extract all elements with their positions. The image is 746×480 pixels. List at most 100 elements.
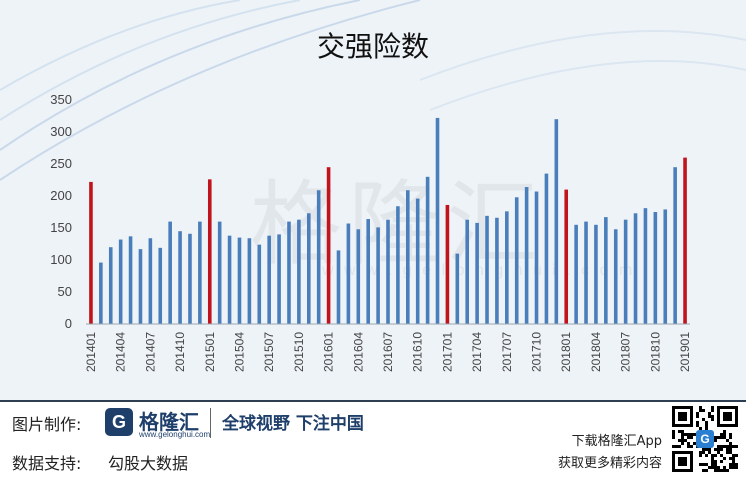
bar-201801 — [564, 189, 569, 324]
bar-201610 — [415, 198, 420, 324]
x-tick-label: 201601 — [322, 332, 336, 372]
x-tick-label: 201801 — [559, 332, 573, 372]
bar-201605 — [366, 219, 370, 324]
data-support-label: 数据支持: — [12, 454, 82, 473]
background-decoration — [0, 0, 746, 181]
download-app-text: 下载格隆汇App — [571, 434, 662, 449]
y-tick-label: 150 — [50, 220, 72, 235]
bar-201606 — [376, 227, 380, 324]
logo-letter: G — [112, 412, 127, 432]
bar-201601 — [326, 167, 331, 324]
data-support-value: 勾股大数据 — [108, 454, 189, 473]
bar-201505 — [247, 238, 252, 324]
bar-201401 — [89, 181, 93, 324]
x-tick-label: 201407 — [143, 332, 157, 372]
footer-divider — [0, 400, 746, 402]
bar-201810 — [653, 212, 658, 324]
bar-201512 — [316, 190, 321, 324]
bar-201707 — [505, 211, 509, 324]
x-tick-label: 201507 — [262, 332, 276, 372]
bar-201607 — [386, 219, 390, 324]
more-content-text: 获取更多精彩内容 — [557, 456, 662, 471]
bar-series — [89, 117, 687, 324]
y-axis: 0 50 100 150 200 250 300 350 — [50, 92, 72, 331]
bar-201811 — [663, 209, 668, 324]
y-tick-label: 250 — [50, 156, 72, 171]
x-tick-label: 201810 — [648, 332, 662, 372]
brand-logo-icon: G — [105, 408, 133, 436]
chart-title: 交强险数 — [317, 30, 429, 63]
bar-201403 — [108, 247, 113, 324]
brand-url: www.gelonghui.com — [139, 430, 211, 439]
bar-201510 — [297, 219, 301, 324]
bar-201511 — [306, 213, 311, 324]
y-tick-label: 0 — [65, 316, 72, 331]
bar-201702 — [455, 253, 460, 324]
bar-201602 — [336, 250, 341, 324]
bar-201410 — [178, 231, 182, 324]
bar-201406 — [138, 249, 143, 324]
y-tick-label: 200 — [50, 188, 72, 203]
x-tick-label: 201510 — [292, 332, 306, 372]
bar-201508 — [277, 234, 281, 324]
x-tick-label: 201804 — [589, 332, 603, 372]
bar-201812 — [673, 167, 677, 324]
x-tick-label: 201701 — [440, 332, 454, 372]
bar-201409 — [168, 221, 172, 324]
bar-201402 — [99, 262, 103, 324]
bar-201704 — [475, 222, 479, 324]
slogan: 全球视野 下注中国 — [222, 414, 364, 434]
bar-201604 — [356, 229, 361, 324]
bar-201609 — [406, 190, 410, 324]
bar-201509 — [287, 221, 291, 324]
bar-201805 — [604, 217, 608, 324]
x-tick-label: 201404 — [114, 332, 128, 372]
bar-201603 — [346, 223, 351, 324]
bar-201404 — [118, 239, 123, 324]
bar-201804 — [594, 224, 598, 324]
x-tick-label: 201707 — [500, 332, 514, 372]
qr-pattern — [672, 406, 738, 472]
bar-201501 — [207, 179, 212, 324]
x-tick-label: 201604 — [351, 332, 365, 372]
bar-201412 — [198, 221, 202, 324]
x-tick-label: 201901 — [678, 332, 692, 372]
brand-name: 格隆汇 — [139, 410, 199, 434]
image-credit-label: 图片制作: — [12, 415, 82, 434]
bar-201407 — [148, 238, 153, 324]
x-tick-label: 201610 — [411, 332, 425, 372]
bar-201408 — [158, 247, 163, 324]
bar-201405 — [128, 236, 133, 324]
y-tick-label: 300 — [50, 124, 72, 139]
bar-201706 — [495, 217, 499, 324]
bar-201411 — [188, 233, 192, 324]
x-tick-label: 201504 — [232, 332, 246, 372]
x-tick-label: 201401 — [84, 332, 98, 372]
bar-201712 — [554, 119, 559, 324]
footer-separator — [210, 408, 211, 438]
bar-201710 — [534, 191, 539, 324]
bar-201808 — [633, 213, 638, 324]
bar-201612 — [435, 117, 440, 324]
bar-201506 — [257, 244, 262, 324]
y-tick-label: 50 — [58, 284, 72, 299]
bar-201507 — [267, 235, 271, 324]
x-tick-label: 201410 — [173, 332, 187, 372]
y-tick-label: 100 — [50, 252, 72, 267]
y-tick-label: 350 — [50, 92, 72, 107]
bar-201502 — [217, 221, 222, 324]
bar-201901 — [683, 157, 687, 324]
bar-201701 — [445, 204, 450, 324]
bar-201803 — [584, 221, 588, 324]
footer: 图片制作: G 格隆汇 www.gelonghui.com 全球视野 下注中国 … — [0, 400, 746, 480]
bar-chart: 交强险数 0 50 100 150 200 250 300 350 201401 201404 2… — [50, 30, 692, 372]
bar-201807 — [623, 219, 628, 324]
bar-201802 — [574, 224, 578, 324]
qr-code[interactable]: G — [672, 406, 738, 472]
x-tick-label: 201704 — [470, 332, 484, 372]
bar-201504 — [237, 237, 242, 324]
bar-201809 — [643, 208, 648, 324]
bar-201708 — [514, 197, 519, 324]
x-tick-label: 201807 — [619, 332, 633, 372]
